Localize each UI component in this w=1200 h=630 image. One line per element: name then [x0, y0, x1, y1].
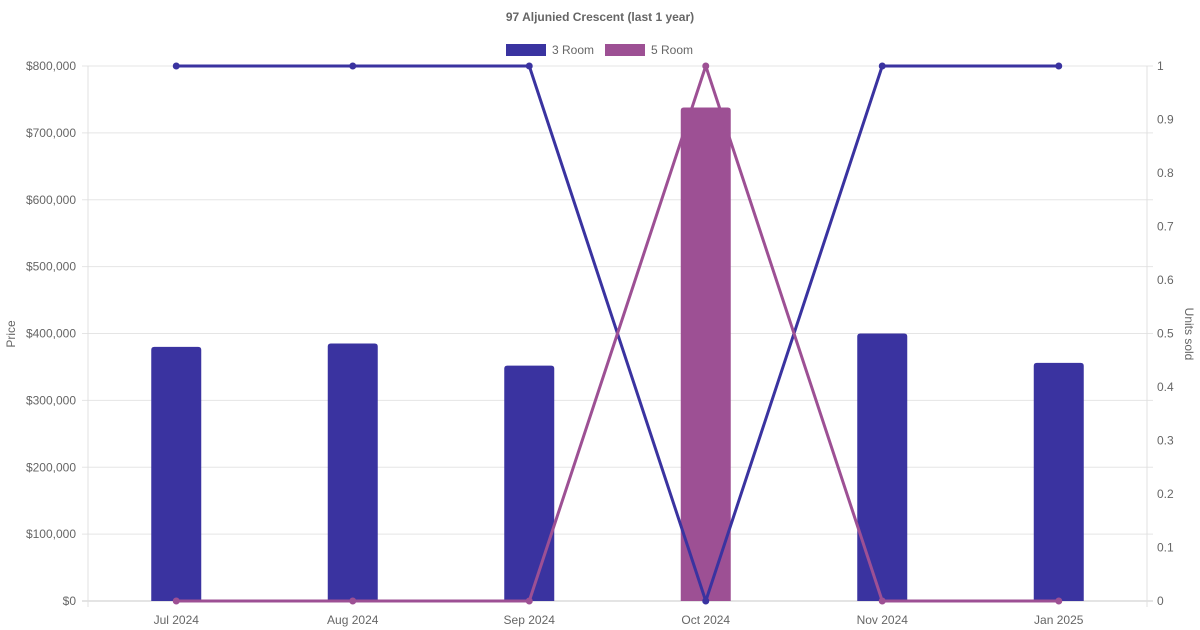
bar-price-3-room[interactable] — [327, 343, 378, 601]
x-tick-label: Aug 2024 — [327, 613, 379, 627]
y2-tick-label: 0.5 — [1157, 327, 1174, 341]
x-tick-label: Jan 2025 — [1034, 613, 1084, 627]
point-units-sold-3-room[interactable] — [172, 62, 180, 70]
legend-label-5-room: 5 Room — [651, 43, 693, 57]
y2-tick-label: 0.1 — [1157, 541, 1174, 555]
y-tick-label: $600,000 — [26, 193, 76, 207]
x-tick-label: Oct 2024 — [681, 613, 730, 627]
point-units-sold-3-room[interactable] — [702, 597, 710, 605]
x-tick-label: Sep 2024 — [504, 613, 556, 627]
point-units-sold-5-room[interactable] — [702, 62, 710, 70]
y2-tick-label: 0.6 — [1157, 273, 1174, 287]
bar-price-5-room[interactable] — [680, 107, 731, 602]
legend-item-5-room[interactable]: 5 Room — [605, 43, 693, 57]
point-units-sold-3-room[interactable] — [878, 62, 886, 70]
y2-tick-label: 0.8 — [1157, 166, 1174, 180]
bars-layer — [151, 107, 1084, 602]
axes-layer: $0 $100,000 $200,000 $300,000 $400,000 $500,0… — [26, 59, 1174, 627]
point-units-sold-5-room[interactable] — [172, 597, 180, 605]
y2-tick-label: 0.3 — [1157, 434, 1174, 448]
y-tick-label: $400,000 — [26, 327, 76, 341]
y-tick-label: $100,000 — [26, 527, 76, 541]
point-units-sold-3-room[interactable] — [349, 62, 357, 70]
bar-price-3-room[interactable] — [1033, 362, 1084, 601]
points-layer — [172, 62, 1063, 605]
y2-tick-label: 0.2 — [1157, 487, 1174, 501]
point-units-sold-3-room[interactable] — [1055, 62, 1063, 70]
point-units-sold-3-room[interactable] — [525, 62, 533, 70]
legend-swatch-5-room — [605, 44, 645, 56]
y2-tick-label: 0.9 — [1157, 113, 1174, 127]
y-tick-label: $0 — [63, 594, 77, 608]
y2-tick-label: 0.7 — [1157, 220, 1174, 234]
point-units-sold-5-room[interactable] — [878, 597, 886, 605]
legend-item-3-room[interactable]: 3 Room — [506, 43, 594, 57]
chart-title: 97 Aljunied Crescent (last 1 year) — [506, 10, 694, 24]
x-tick-label: Jul 2024 — [154, 613, 200, 627]
y-tick-label: $700,000 — [26, 126, 76, 140]
y-tick-label: $500,000 — [26, 260, 76, 274]
y2-tick-label: 0 — [1157, 594, 1164, 608]
lines-layer — [176, 64, 1059, 603]
bar-price-3-room[interactable] — [504, 365, 555, 601]
y-axis-title-price: Price — [4, 320, 18, 348]
y2-axis-title-units-sold: Units sold — [1182, 308, 1196, 361]
bar-price-3-room[interactable] — [151, 346, 202, 601]
point-units-sold-5-room[interactable] — [349, 597, 357, 605]
legend: 3 Room 5 Room — [506, 43, 693, 57]
legend-label-3-room: 3 Room — [552, 43, 594, 57]
y2-tick-label: 0.4 — [1157, 380, 1174, 394]
y-tick-label: $300,000 — [26, 393, 76, 407]
y2-tick-label: 1 — [1157, 59, 1164, 73]
point-units-sold-5-room[interactable] — [1055, 597, 1063, 605]
point-units-sold-5-room[interactable] — [525, 597, 533, 605]
y-tick-label: $200,000 — [26, 460, 76, 474]
y-tick-label: $800,000 — [26, 59, 76, 73]
line-units-sold-5-room[interactable] — [176, 64, 1059, 603]
x-tick-label: Nov 2024 — [857, 613, 909, 627]
bar-price-3-room[interactable] — [857, 333, 908, 602]
legend-swatch-3-room — [506, 44, 546, 56]
